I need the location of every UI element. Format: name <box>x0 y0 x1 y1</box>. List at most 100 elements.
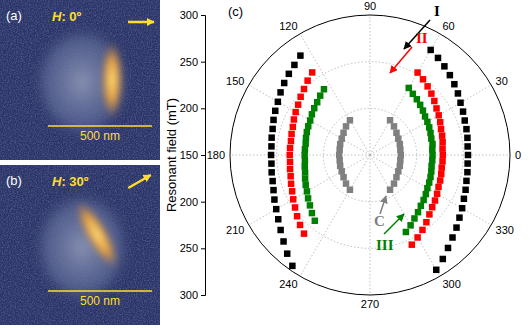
data-point <box>297 52 304 59</box>
data-point <box>291 62 298 69</box>
tick-label: 250 <box>180 242 198 254</box>
radial-grid-circle <box>277 62 464 249</box>
axis-title: Resonant field (mT) <box>164 98 179 212</box>
axis-line <box>201 156 206 296</box>
data-point <box>410 91 417 98</box>
data-point <box>277 89 284 96</box>
bright-stripe <box>101 42 123 118</box>
data-point <box>302 146 309 153</box>
series <box>336 117 404 193</box>
data-point <box>422 113 429 120</box>
axis-tick: 200 <box>180 102 205 114</box>
data-point <box>268 169 275 176</box>
data-point <box>456 214 463 221</box>
series-label: I <box>434 3 440 19</box>
data-point <box>414 69 421 76</box>
tick-label: 200 <box>180 196 198 208</box>
data-point <box>301 163 308 170</box>
data-point <box>304 77 311 84</box>
angle-tick-label: 120 <box>279 20 297 32</box>
data-point <box>391 180 398 187</box>
data-point <box>420 107 427 114</box>
data-point <box>461 117 468 124</box>
label-arrow <box>404 20 430 49</box>
data-point <box>290 196 297 203</box>
data-points <box>268 47 471 273</box>
data-point <box>451 81 458 88</box>
field-label: H: 0º <box>52 9 82 24</box>
data-point <box>445 245 452 252</box>
label-arrow <box>390 47 412 73</box>
data-point <box>307 117 314 124</box>
angle-tick-label: 90 <box>364 0 376 12</box>
image-noise <box>0 0 160 160</box>
data-point <box>321 86 328 93</box>
data-point <box>429 146 436 153</box>
angle-tick-label: 240 <box>279 278 297 290</box>
data-point <box>347 187 354 194</box>
data-point <box>387 117 394 124</box>
data-point <box>428 135 435 142</box>
data-point <box>441 63 448 70</box>
data-point <box>340 174 347 181</box>
tick-mark <box>201 248 205 249</box>
data-point <box>447 72 454 79</box>
data-point <box>419 227 426 234</box>
scale-bar <box>48 125 152 127</box>
data-point <box>309 210 316 217</box>
data-point <box>273 206 280 213</box>
data-point <box>304 129 311 136</box>
angular-grid-line <box>300 155 370 276</box>
tick-mark <box>201 202 205 203</box>
angular-grid-line <box>300 34 370 155</box>
tick-mark <box>201 62 205 63</box>
data-point <box>420 197 427 204</box>
tick-label: 150 <box>180 149 198 161</box>
data-point <box>439 132 446 139</box>
data-point <box>287 173 294 180</box>
data-point <box>301 86 308 93</box>
data-point <box>291 116 298 123</box>
data-point <box>268 143 275 150</box>
image-panel: (a)H: 0º500 nm <box>0 0 160 160</box>
scale-bar <box>48 290 152 292</box>
data-point <box>463 178 470 185</box>
data-point <box>297 94 304 101</box>
data-point <box>287 145 294 152</box>
data-point <box>453 224 460 231</box>
angular-grid-line <box>249 155 370 225</box>
data-point <box>275 99 282 106</box>
tick-mark <box>201 108 205 109</box>
data-point <box>428 168 435 175</box>
data-point <box>411 215 418 222</box>
data-point <box>347 117 354 124</box>
field-arrow <box>128 21 154 24</box>
data-point <box>440 256 447 263</box>
tick-label: 250 <box>180 56 198 68</box>
data-point <box>439 139 446 146</box>
data-point <box>460 108 467 115</box>
data-point <box>393 130 400 137</box>
data-point <box>314 99 321 106</box>
angle-tick-label: 60 <box>443 20 455 32</box>
data-point <box>302 157 309 164</box>
panel-label: (b) <box>6 173 22 188</box>
angle-tick-label: 210 <box>226 224 244 236</box>
data-point <box>426 211 433 218</box>
data-point <box>275 216 282 223</box>
particle <box>30 22 134 142</box>
data-point <box>427 47 434 54</box>
data-point <box>464 135 471 142</box>
data-point <box>435 112 442 119</box>
data-point <box>387 187 394 194</box>
data-point <box>464 169 471 176</box>
data-point <box>292 109 299 116</box>
data-point <box>391 123 398 129</box>
data-point <box>303 135 310 142</box>
data-point <box>403 229 410 236</box>
data-point <box>280 238 287 245</box>
data-point <box>465 152 472 159</box>
angular-grid-line <box>370 85 491 155</box>
angular-grid-line <box>370 155 371 295</box>
angular-grid-line <box>370 155 440 276</box>
